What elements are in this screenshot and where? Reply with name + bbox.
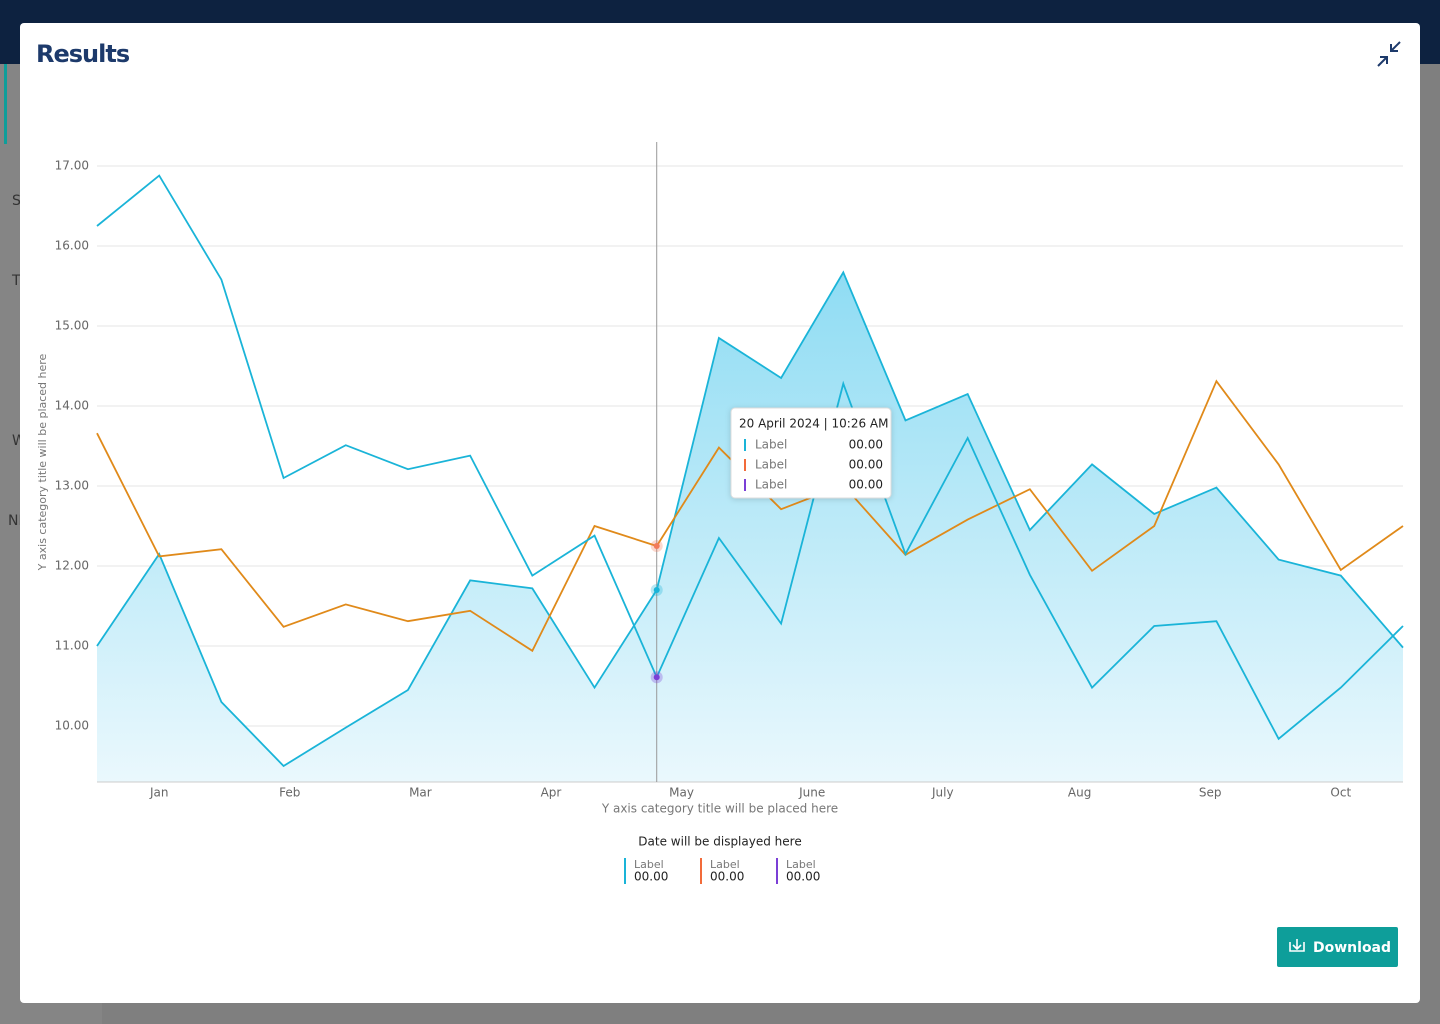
legend-title: Date will be displayed here [638, 835, 801, 849]
button-bg [1277, 927, 1398, 967]
x-tick-label: June [798, 786, 825, 800]
tooltip-label: Label [755, 478, 787, 492]
line [96, 270, 1404, 768]
legend-value: 00.00 [634, 870, 668, 884]
x-tick-label: Jan [149, 786, 169, 800]
button-label: Download [1313, 940, 1391, 956]
line [96, 174, 1404, 741]
x-tick-label: July [931, 786, 954, 800]
y-tick-label: 13.00 [55, 479, 89, 493]
tooltip-value: 00.00 [849, 438, 883, 452]
y-tick-label: 16.00 [55, 239, 89, 253]
tooltip-label: Label [755, 458, 787, 472]
tooltip: 20 April 2024 | 10:26 AM Label 00.00 Label 0… [730, 407, 892, 499]
y-axis-title: Y axis category title will be placed her… [36, 353, 49, 571]
y-tick-label: 14.00 [55, 399, 89, 413]
sidebar-accent [4, 64, 7, 144]
tooltip-value: 00.00 [849, 458, 883, 472]
tooltip-label: Label [755, 438, 787, 452]
legend-label: Label [710, 858, 740, 871]
hover-point [653, 674, 660, 681]
legend-label: Label [786, 858, 816, 871]
download-button[interactable]: Download [1277, 927, 1398, 967]
x-tick-label: Aug [1068, 786, 1091, 800]
tooltip-date: 20 April 2024 | 10:26 AM [739, 417, 889, 431]
x-tick-label: Mar [409, 786, 432, 800]
x-tick-label: Feb [279, 786, 300, 800]
download-icon [1289, 939, 1305, 952]
x-tick-label: Apr [541, 786, 562, 800]
y-tick-label: 17.00 [55, 159, 89, 173]
minimize-button[interactable] [1377, 41, 1401, 67]
backdrop-label: T [11, 273, 21, 289]
x-axis-title: Y axis category title will be placed her… [601, 802, 838, 816]
area [97, 272, 1403, 782]
modal-title: Results [36, 40, 130, 68]
legend-label: Label [634, 858, 664, 871]
hover-point [653, 587, 660, 593]
tooltip-bg [730, 407, 892, 499]
y-tick-label: 12.00 [55, 559, 89, 573]
y-tick-label: 11.00 [55, 639, 89, 653]
y-tick-label: 15.00 [55, 319, 89, 333]
legend-value: 00.00 [786, 870, 820, 884]
x-tick-label: Oct [1330, 786, 1351, 800]
hover-point [653, 543, 660, 549]
plot: 10.00 11.00 12.00 13.00 14.00 15.00 16.00 17.00… [36, 142, 1404, 884]
backdrop-label: NI [8, 513, 23, 529]
x-tick-label: Sep [1199, 786, 1222, 800]
tooltip-value: 00.00 [849, 478, 883, 492]
backdrop-label: S [12, 193, 21, 209]
x-tick-label: May [669, 786, 694, 800]
y-tick-label: 10.00 [55, 719, 89, 733]
legend-value: 00.00 [710, 870, 744, 884]
